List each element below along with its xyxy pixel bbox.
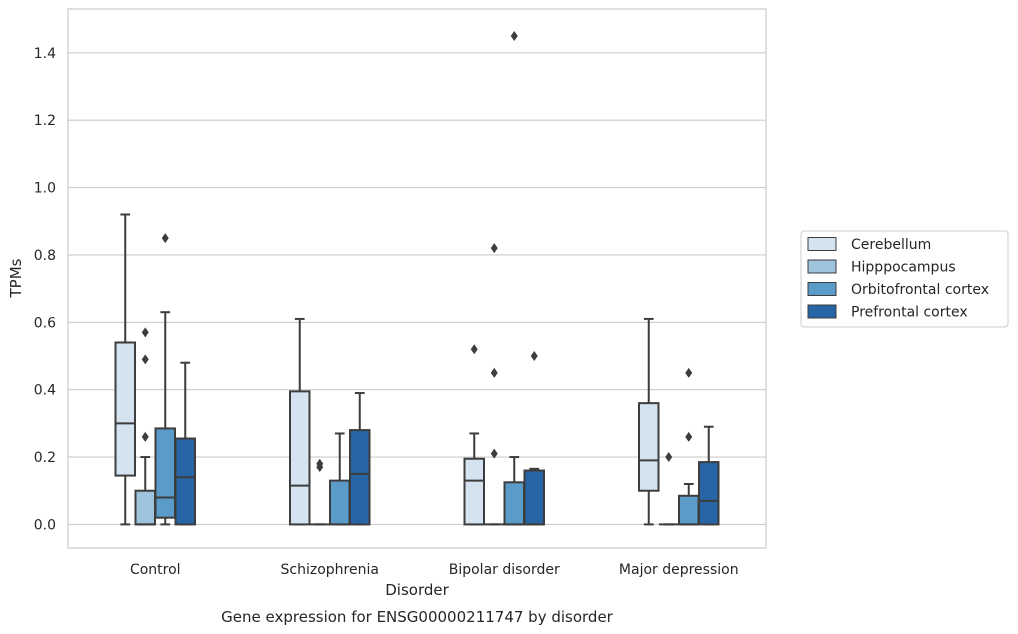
outlier-point [316, 458, 324, 469]
outlier-point [665, 452, 673, 463]
series-prefrontal-cortex [174, 350, 720, 526]
y-tick-label: 1.4 [34, 46, 56, 62]
legend-label: Orbitofrontal cortex [851, 282, 989, 298]
legend-swatch [807, 237, 837, 251]
box-iqr [114, 341, 136, 477]
box-iqr [174, 437, 196, 526]
box-iqr [523, 469, 545, 526]
series-hipppocampus [134, 243, 679, 526]
series-cerebellum [114, 213, 660, 526]
box-element [638, 317, 660, 526]
legend: Cerebellum Hipppocampus Orbitofrontal cort… [800, 230, 1009, 328]
legend-frame [800, 230, 1009, 328]
box-element [174, 361, 196, 526]
box-iqr [289, 390, 311, 526]
box-iqr [638, 402, 660, 492]
box-element [134, 327, 156, 526]
outlier-point [470, 344, 478, 355]
legend-label: Cerebellum [851, 237, 931, 253]
outlier-point [490, 448, 498, 459]
y-axis-label: TPMs [7, 258, 25, 298]
outlier-point [141, 354, 149, 365]
x-tick-label: Control [130, 562, 181, 578]
x-tick-label: Schizophrenia [281, 562, 379, 578]
y-tick-label: 0.6 [34, 315, 56, 331]
x-tick-label: Major depression [619, 562, 739, 578]
box-iqr [349, 429, 371, 526]
box-series-layer [114, 30, 720, 526]
box-iqr [134, 489, 156, 526]
box-element [503, 30, 525, 526]
box-element [463, 344, 485, 526]
box-element [154, 233, 176, 526]
y-tick-label: 0.8 [34, 248, 56, 264]
outlier-point [141, 431, 149, 442]
legend-swatch [807, 259, 837, 274]
outlier-point [685, 431, 693, 442]
outlier-point [161, 233, 169, 244]
plot-area-frame [67, 8, 767, 549]
outlier-point [510, 30, 518, 41]
y-tick-label: 0.4 [34, 383, 56, 399]
box-element [698, 425, 720, 526]
legend-label: Prefrontal cortex [851, 305, 968, 321]
chart-title: Gene expression for ENSG00000211747 by d… [221, 608, 614, 626]
x-tick-label: Bipolar disorder [449, 562, 560, 578]
box-element [289, 317, 311, 526]
y-tick-labels: 0.0 0.2 0.4 0.6 0.8 1.0 1.2 1.4 [34, 46, 56, 534]
box-iqr [698, 461, 720, 526]
x-axis-label: Disorder [385, 581, 449, 599]
box-element [310, 458, 330, 526]
y-tick-label: 0.0 [34, 517, 56, 533]
outlier-point [685, 367, 693, 378]
series-orbitofrontal-cortex [154, 30, 700, 526]
y-tick-label: 1.0 [34, 181, 56, 197]
box-element [329, 432, 351, 526]
outlier-point [530, 350, 538, 361]
outlier-point [141, 327, 149, 338]
legend-swatch [807, 304, 837, 319]
box-element [349, 392, 371, 526]
outlier-point [490, 243, 498, 254]
box-element [659, 452, 679, 526]
box-element [114, 213, 136, 526]
legend-swatch [807, 282, 837, 296]
y-tick-label: 1.2 [34, 113, 56, 129]
legend-label: Hipppocampus [851, 260, 956, 276]
box-iqr [678, 494, 700, 526]
box-element [484, 243, 504, 526]
x-tick-labels: Control Schizophrenia Bipolar disorder Majo… [130, 562, 739, 578]
box-iqr [154, 427, 176, 519]
y-tick-label: 0.2 [34, 450, 56, 466]
box-iqr [329, 479, 351, 526]
outlier-point [490, 367, 498, 378]
box-iqr [503, 481, 525, 526]
box-iqr [463, 457, 485, 526]
box-element [523, 350, 545, 526]
box-element [678, 367, 700, 526]
